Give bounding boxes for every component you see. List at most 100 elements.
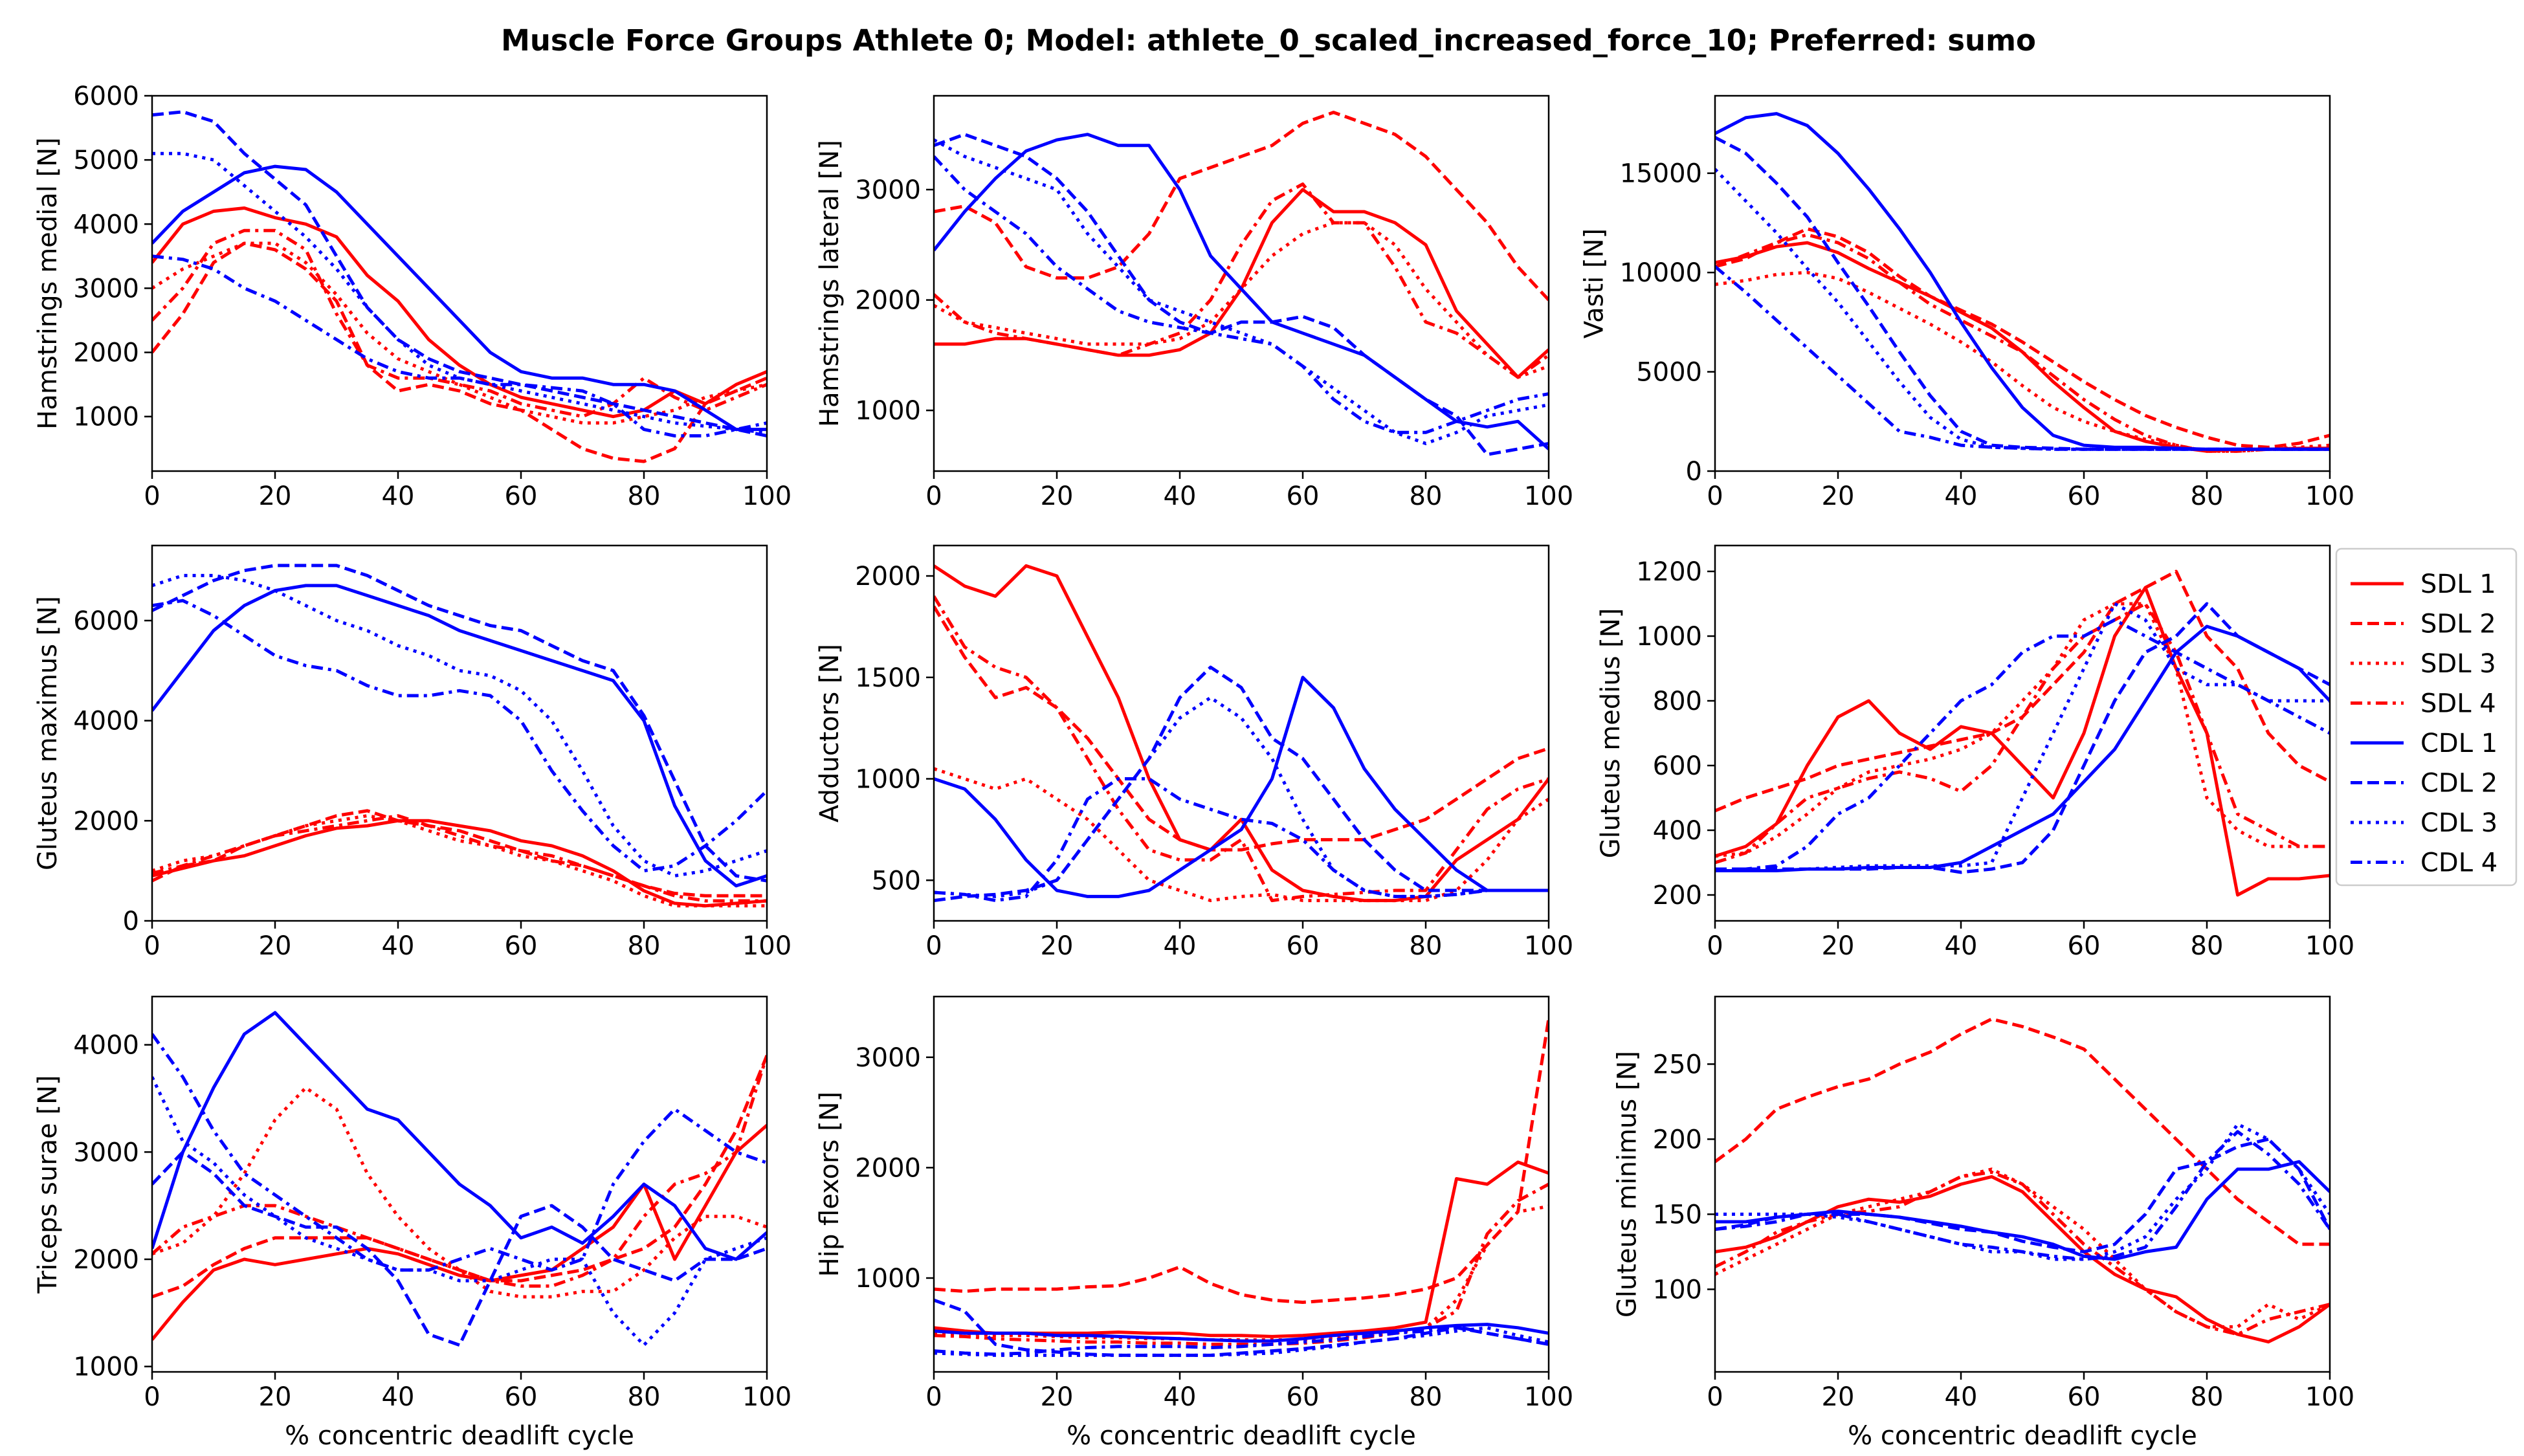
x-tick-label: 100 (1524, 1382, 1573, 1412)
y-tick-label: 3000 (73, 1138, 139, 1167)
y-tick-label: 3000 (855, 175, 921, 205)
y-tick-label: 4000 (73, 1031, 139, 1061)
x-tick-label: 0 (144, 1382, 160, 1412)
legend-frame (2335, 547, 2518, 887)
x-tick-label: 80 (628, 481, 661, 511)
x-tick-label: 100 (1524, 931, 1573, 961)
legend-label: SDL 3 (2420, 649, 2496, 679)
x-tick-label: 100 (742, 481, 792, 511)
legend-label: CDL 1 (2420, 729, 2497, 758)
subplot-9: 0 20 40 60 80 100 100 150 200 250 Gluteus minimus … (1613, 995, 2354, 1451)
series-line-sdl-2 (1715, 569, 2330, 813)
x-tick-label: 0 (925, 931, 942, 961)
axes-frame (933, 94, 1550, 472)
subplot-6: 0 20 40 60 80 100 200 400 600 800 1000 1200 Gluteus … (1596, 544, 2354, 961)
figure-title: Muscle Force Groups Athlete 0; Model: at… (501, 23, 2036, 58)
y-tick-label: 2000 (73, 806, 139, 836)
y-tick-label: 2000 (855, 562, 921, 591)
series-line-sdl-2 (152, 809, 767, 898)
series-line-cdl-2 (152, 110, 767, 437)
y-axis-label: Gluteus maximus [N] (33, 596, 63, 870)
axes-frame (151, 544, 768, 922)
series-line-sdl-1 (934, 1160, 1549, 1338)
series-line-cdl-1 (152, 1011, 767, 1261)
y-tick-label: 0 (1686, 457, 1702, 487)
y-axis-label: Hamstrings lateral [N] (815, 140, 845, 427)
series-line-cdl-4 (152, 599, 767, 873)
x-tick-label: 0 (1707, 481, 1723, 511)
y-axis-label: Triceps surae [N] (33, 1075, 63, 1294)
series-line-sdl-3 (152, 241, 767, 425)
x-tick-label: 60 (1287, 481, 1320, 511)
y-tick-label: 800 (1653, 687, 1702, 716)
series-line-cdl-4 (934, 155, 1549, 434)
series-line-cdl-2 (1715, 136, 2330, 451)
subplot-grid: 0 20 40 60 80 100100020003000400050006000Hams… (33, 82, 2354, 1451)
axes-frame (1714, 995, 2331, 1373)
x-tick-label: 40 (382, 1382, 415, 1412)
subplot-2: 0 20 40 60 80 100 1000 2000 3000 Hamstrings later… (815, 94, 1573, 511)
x-axis-label: % concentric deadlift cycle (1848, 1421, 2197, 1451)
y-tick-label: 3000 (855, 1043, 921, 1073)
y-tick-label: 1200 (1636, 557, 1702, 587)
series-group (152, 564, 767, 908)
series-line-cdl-1 (934, 676, 1549, 898)
x-tick-label: 20 (259, 1382, 292, 1412)
y-axis-label: Vasti [N] (1580, 228, 1610, 338)
x-tick-label: 60 (505, 931, 538, 961)
series-line-sdl-2 (1715, 227, 2330, 449)
y-tick-label: 2000 (73, 338, 139, 368)
x-tick-label: 60 (2068, 481, 2101, 511)
series-line-sdl-4 (934, 1182, 1549, 1346)
series-line-sdl-1 (934, 564, 1549, 903)
x-tick-label: 80 (628, 931, 661, 961)
x-tick-label: 40 (1164, 931, 1197, 961)
y-axis-label: Gluteus medius [N] (1596, 608, 1626, 859)
subplot-5: 0 20 40 60 80 100 500 1000 1500 2000 Adductors [N] (815, 544, 1573, 961)
x-tick-label: 40 (1164, 1382, 1197, 1412)
series-line-sdl-3 (1715, 602, 2330, 858)
y-tick-label: 5000 (1636, 358, 1702, 388)
x-tick-label: 80 (2191, 931, 2224, 961)
series-line-cdl-1 (934, 1323, 1549, 1343)
x-tick-label: 20 (259, 931, 292, 961)
y-tick-label: 500 (872, 866, 921, 896)
x-tick-label: 20 (1822, 481, 1855, 511)
x-tick-label: 60 (1287, 1382, 1320, 1412)
series-group (152, 1011, 767, 1347)
series-line-sdl-4 (152, 814, 767, 903)
series-line-sdl-4 (934, 182, 1549, 379)
x-tick-label: 60 (2068, 1382, 2101, 1412)
x-tick-label: 0 (1707, 1382, 1723, 1412)
series-line-sdl-3 (934, 1204, 1549, 1341)
x-tick-label: 60 (505, 1382, 538, 1412)
y-tick-label: 4000 (73, 707, 139, 736)
legend-label: CDL 2 (2420, 769, 2497, 799)
series-line-cdl-3 (1715, 168, 2330, 451)
subplot-7: 0 20 40 60 80 100 1000 2000 3000 4000 Triceps sura… (33, 995, 792, 1451)
y-tick-label: 6000 (73, 82, 139, 111)
x-axis-label: % concentric deadlift cycle (285, 1421, 634, 1451)
y-axis-label: Hamstrings medial [N] (33, 137, 63, 429)
y-tick-label: 2000 (73, 1245, 139, 1275)
x-tick-label: 0 (1707, 931, 1723, 961)
series-line-cdl-1 (1715, 1160, 2330, 1261)
y-tick-label: 2000 (855, 1153, 921, 1183)
y-tick-label: 0 (123, 907, 139, 936)
legend-label: CDL 4 (2420, 848, 2497, 878)
subplot-8: 0 20 40 60 80 100 1000 2000 3000 Hip flexors [N]%… (815, 995, 1573, 1451)
y-tick-label: 200 (1653, 881, 1702, 910)
series-line-cdl-3 (1715, 602, 2330, 872)
series-line-cdl-3 (934, 138, 1549, 445)
legend-label: SDL 1 (2420, 569, 2496, 599)
series-line-sdl-2 (934, 1018, 1549, 1304)
x-tick-label: 80 (1410, 481, 1443, 511)
x-tick-label: 100 (742, 931, 792, 961)
x-tick-label: 0 (144, 481, 160, 511)
series-line-cdl-3 (934, 696, 1549, 898)
x-tick-label: 40 (382, 931, 415, 961)
y-tick-label: 600 (1653, 751, 1702, 781)
x-tick-label: 20 (1822, 931, 1855, 961)
x-tick-label: 20 (1041, 481, 1074, 511)
series-line-sdl-2 (1715, 1017, 2330, 1246)
